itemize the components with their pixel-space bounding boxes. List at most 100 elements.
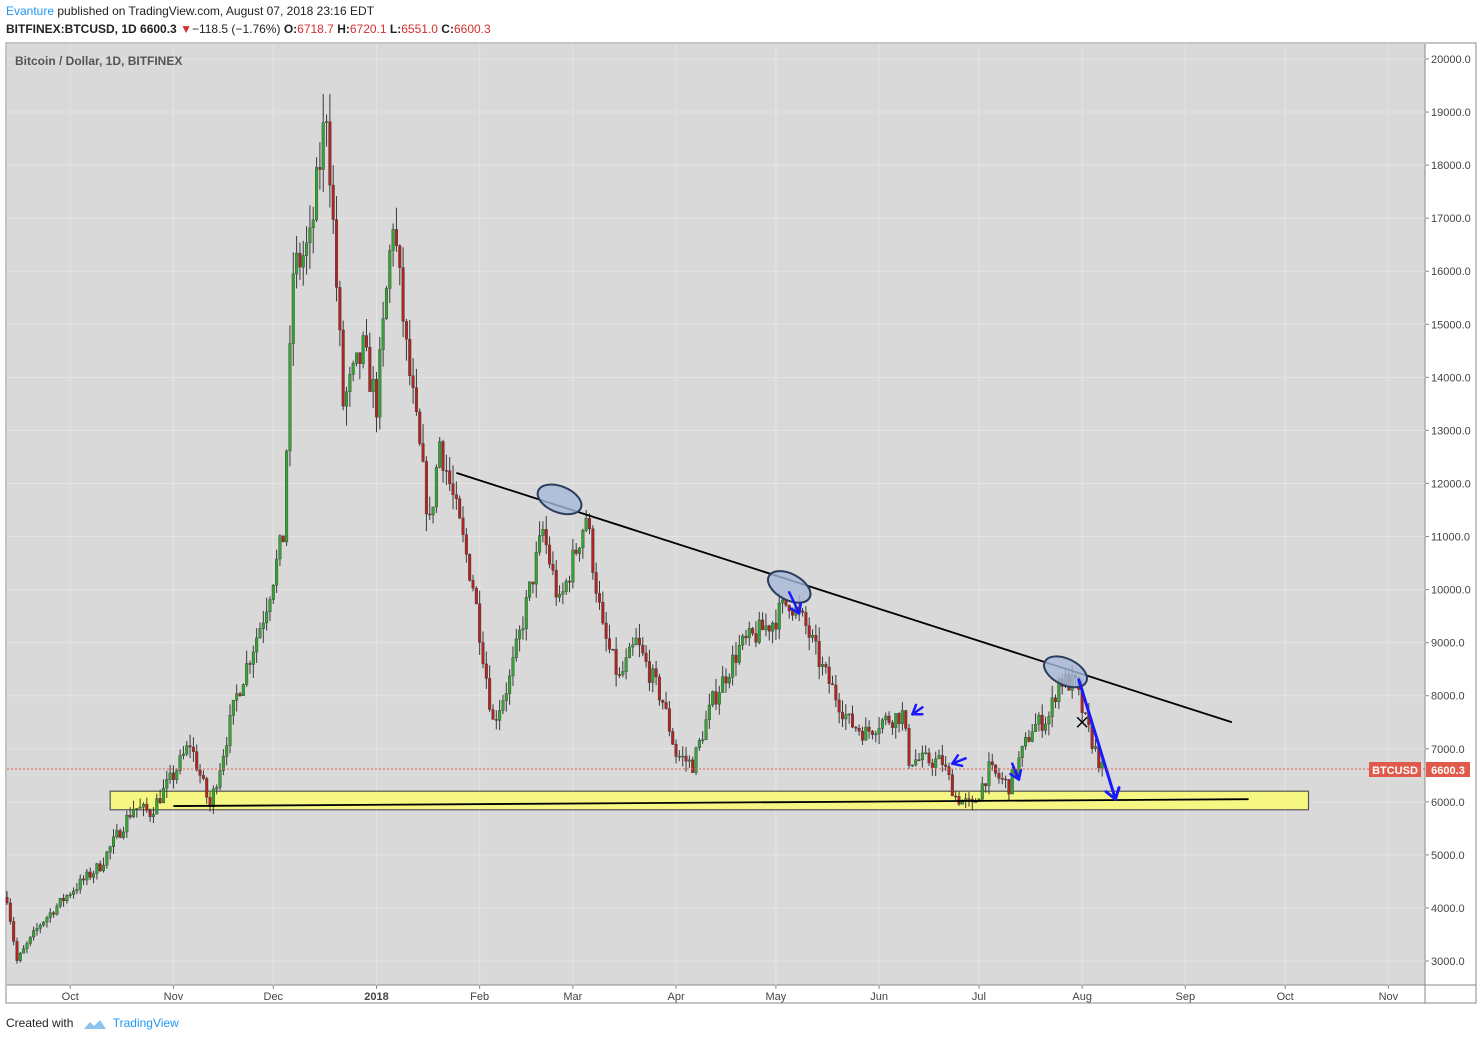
y-tick-label: 5000.0: [1431, 850, 1465, 862]
candle-body: [714, 691, 718, 705]
candle-body: [574, 549, 578, 554]
candle-body: [940, 755, 944, 766]
candle-body: [248, 663, 252, 665]
candle-body: [261, 622, 265, 629]
candle-body: [884, 715, 888, 721]
candle-body: [611, 649, 615, 651]
candle-body: [265, 611, 269, 624]
candle-body: [997, 773, 1001, 779]
y-tick-label: 11000.0: [1431, 532, 1470, 544]
candle-body: [594, 572, 598, 594]
candle-body: [751, 628, 755, 634]
candle-body: [744, 635, 748, 639]
candle-body: [22, 948, 26, 954]
candle-body: [674, 744, 678, 757]
candle-body: [305, 242, 309, 256]
candle-body: [930, 762, 934, 768]
candle-body: [731, 654, 735, 678]
candle-body: [78, 878, 82, 890]
candle-body: [404, 321, 408, 340]
candle-body: [481, 642, 485, 665]
candle-body: [534, 552, 538, 585]
candle-body: [441, 441, 445, 471]
candle-body: [687, 759, 691, 762]
candle-body: [378, 349, 382, 418]
candle-body: [444, 470, 448, 472]
candle-body: [1007, 779, 1011, 795]
plot-area[interactable]: [7, 44, 1425, 985]
candle-body: [518, 629, 522, 640]
candle-body: [967, 798, 971, 800]
candle-body: [677, 755, 681, 758]
price-chart[interactable]: 3000.0 4000.0 5000.0 6000.0 7000.0 8000.0 9000…: [0, 0, 1483, 1010]
y-tick-label: 6000.0: [1431, 797, 1465, 809]
touch-ellipse: [536, 483, 583, 516]
candle-body: [538, 535, 542, 553]
candle-body: [191, 746, 195, 752]
candle-body: [478, 603, 482, 643]
candle-body: [637, 637, 641, 646]
x-tick-label: Apr: [667, 991, 684, 1003]
candle-body: [338, 287, 342, 331]
candle-body: [514, 638, 518, 658]
x-tick-label: Mar: [563, 991, 582, 1003]
candle-body: [394, 229, 398, 246]
candle-body: [834, 684, 838, 701]
candle-body: [141, 803, 145, 808]
open-value: 6718.7: [297, 22, 334, 36]
candle-body: [604, 622, 608, 639]
candle-body: [588, 518, 592, 529]
candle-body: [438, 441, 442, 468]
author-link[interactable]: Evanture: [6, 4, 55, 18]
candle-body: [471, 580, 475, 589]
candle-body: [161, 787, 165, 804]
candle-body: [508, 675, 512, 694]
candle-body: [548, 544, 552, 565]
candle-body: [617, 674, 621, 676]
candle-body: [1034, 723, 1038, 732]
candle-body: [704, 719, 708, 740]
candle-body: [418, 411, 422, 444]
candle-body: [870, 731, 874, 735]
candle-body: [624, 657, 628, 672]
candle-body: [5, 897, 9, 904]
tradingview-link[interactable]: TradingView: [112, 1016, 179, 1030]
candle-body: [371, 379, 375, 392]
candle-body: [275, 558, 279, 586]
candle-body: [82, 878, 86, 881]
candle-body: [854, 726, 858, 729]
candle-body: [285, 450, 289, 543]
x-tick-label: 2018: [364, 991, 388, 1003]
candle-body: [651, 668, 655, 683]
support-line: [173, 798, 1249, 807]
candle-body: [1044, 723, 1048, 731]
candle-body: [458, 498, 462, 519]
candle-body: [348, 374, 352, 393]
candle-body: [627, 646, 631, 659]
drawings: [7, 472, 1425, 807]
candle-body: [641, 644, 645, 654]
candle-body: [1024, 737, 1028, 747]
candle-body: [927, 752, 931, 764]
small-arrow: [951, 754, 967, 768]
candle-body: [511, 657, 515, 677]
candle-body: [105, 851, 109, 866]
candle-body: [361, 335, 365, 364]
candle-body: [28, 936, 32, 944]
candle-body: [414, 387, 418, 412]
x-tick-label: Jun: [870, 991, 888, 1003]
small-arrow: [787, 590, 803, 615]
candle-body: [917, 759, 921, 761]
candle-body: [468, 554, 472, 581]
candle-body: [488, 678, 492, 710]
candle-body: [541, 529, 545, 536]
candle-body: [980, 783, 984, 800]
candle-body: [218, 770, 222, 788]
candle-body: [95, 863, 99, 874]
candle-body: [428, 513, 432, 516]
candle-body: [578, 547, 582, 554]
publish-line: Evanture published on TradingView.com, A…: [6, 4, 374, 18]
candle-body: [364, 335, 368, 348]
candle-body: [874, 733, 878, 736]
x-tick-label: May: [766, 991, 787, 1003]
